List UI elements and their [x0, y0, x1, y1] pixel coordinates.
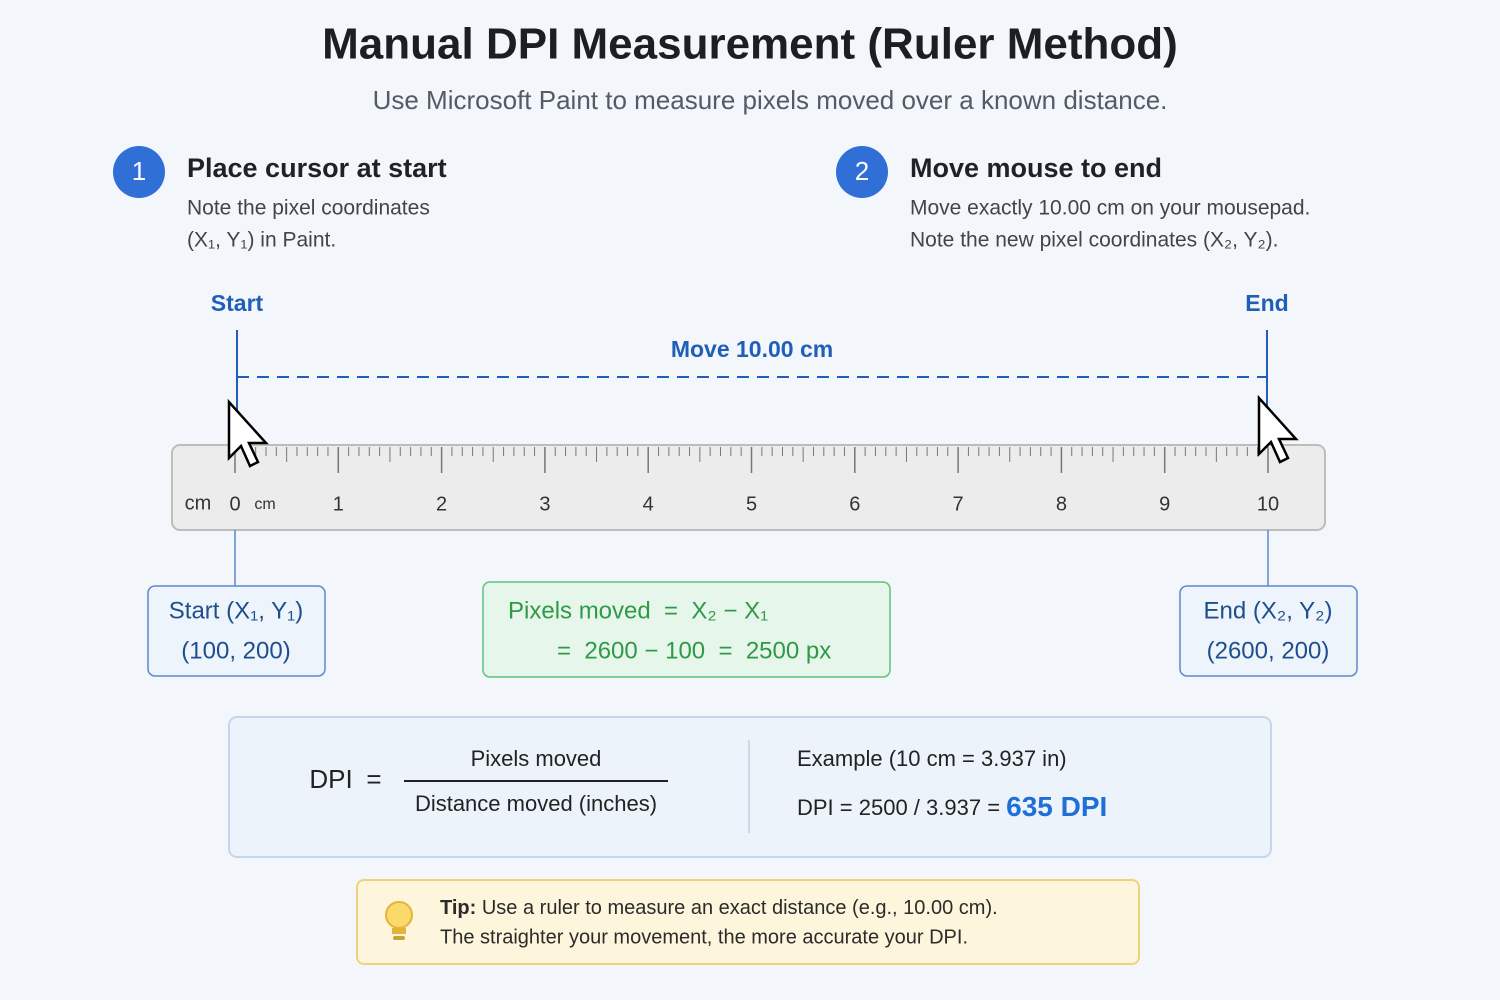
unit-label: cm: [254, 496, 275, 513]
ruler-number: 8: [1056, 493, 1067, 515]
step-title: Move mouse to end: [910, 153, 1162, 183]
tip-line: Tip: Use a ruler to measure an exact dis…: [440, 897, 998, 919]
step-text: Note the pixel coordinates: [187, 197, 430, 220]
cursor: [227, 398, 269, 468]
tip-label: Tip:: [440, 897, 476, 919]
example-calc: DPI = 2500 / 3.937 = 635 DPI: [797, 791, 1107, 822]
unit-label: cm: [185, 492, 212, 514]
calc: DPI = 2500 / 3.937 =: [797, 795, 1006, 820]
step-text: Move exactly 10.00 cm on your mousepad.: [910, 197, 1310, 220]
end-box: [1179, 585, 1358, 677]
tip-text: Use a ruler to measure an exact distance…: [476, 897, 997, 919]
start-box: [147, 585, 326, 677]
formula-box: [228, 716, 1272, 858]
formula-lhs: DPI: [309, 764, 352, 794]
step-title: Place cursor at start: [187, 153, 447, 183]
tip-box: [356, 879, 1140, 965]
ruler-ticks: [234, 447, 1269, 473]
ruler-number: 4: [643, 493, 654, 515]
step-badge: [113, 146, 165, 198]
step-number: 1: [132, 156, 146, 186]
tip-line: The straighter your movement, the more a…: [440, 926, 968, 948]
box-title: Start (X₁, Y₁): [169, 597, 303, 624]
step-badge: [836, 146, 888, 198]
ruler-number: 5: [746, 493, 757, 515]
ruler-number: 3: [539, 493, 550, 515]
pixels-line: Pixels moved = X₂ − X₁: [508, 597, 768, 624]
step-text: (X₁, Y₁) in Paint.: [187, 229, 336, 252]
cursor: [1257, 394, 1299, 464]
result: 635 DPI: [1006, 791, 1107, 822]
subtitle: Use Microsoft Paint to measure pixels mo…: [373, 85, 1168, 115]
example-title: Example (10 cm = 3.937 in): [797, 746, 1067, 771]
ruler: [171, 444, 1326, 531]
pixels-box: [482, 581, 891, 678]
denominator: Distance moved (inches): [415, 791, 657, 816]
ruler-number: 1: [333, 493, 344, 515]
formula-equals: =: [366, 764, 381, 794]
numerator: Pixels moved: [471, 746, 602, 771]
move-label: Move 10.00 cm: [671, 336, 833, 362]
ruler-number: 9: [1159, 493, 1170, 515]
ruler-number: 7: [953, 493, 964, 515]
pixels-line: = 2600 − 100 = 2500 px: [557, 637, 831, 664]
ruler-number: 6: [849, 493, 860, 515]
ruler-number: 2: [436, 493, 447, 515]
box-value: (100, 200): [181, 637, 290, 664]
title: Manual DPI Measurement (Ruler Method): [322, 20, 1178, 69]
box-title: End (X₂, Y₂): [1204, 597, 1333, 624]
start-label: Start: [211, 290, 264, 316]
ruler-number: 10: [1257, 493, 1279, 515]
ruler-number: 0: [229, 493, 240, 515]
box-value: (2600, 200): [1207, 637, 1330, 664]
bulb-icon: [385, 901, 413, 940]
step-number: 2: [855, 156, 869, 186]
end-label: End: [1245, 290, 1288, 316]
step-text: Note the new pixel coordinates (X₂, Y₂).: [910, 229, 1278, 252]
